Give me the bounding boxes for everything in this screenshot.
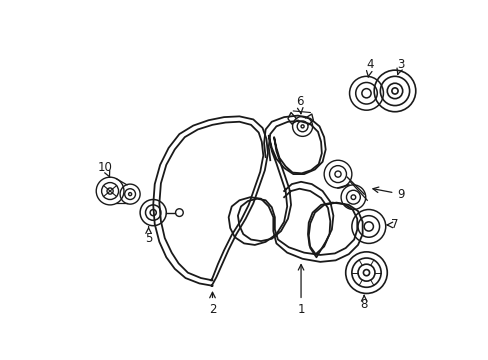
Text: 5: 5 [144,227,152,245]
Text: 1: 1 [297,265,304,316]
Text: 2: 2 [208,292,216,316]
Text: 3: 3 [396,58,404,75]
Text: 9: 9 [372,187,404,201]
Text: 7: 7 [386,219,398,231]
Text: 4: 4 [366,58,373,77]
Text: 6: 6 [295,95,303,114]
Text: 8: 8 [360,295,367,311]
Text: 10: 10 [98,161,113,177]
